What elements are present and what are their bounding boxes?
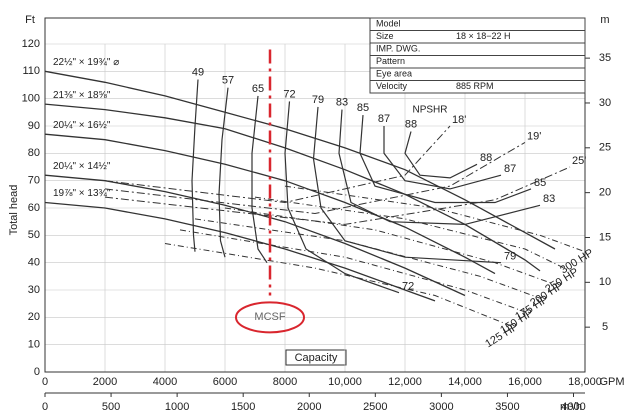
plot-frame: [44, 17, 586, 373]
npshr-label: NPSHR: [412, 105, 447, 116]
hp-curve: [194, 218, 541, 299]
y2-tick-label: 35: [599, 52, 611, 64]
efficiency-label: 85: [357, 102, 369, 114]
y-tick-label: 20: [28, 311, 40, 323]
npshr-value-label: 19': [527, 130, 541, 142]
npshr-curve: [104, 166, 571, 225]
x-tick-label: 6000: [213, 376, 237, 388]
efficiency-curve: [191, 79, 199, 252]
x-tick-label: 10,000: [328, 376, 362, 388]
y2-tick-label: 30: [599, 97, 611, 109]
efficiency-label: 83: [336, 97, 348, 109]
head-curve: [44, 174, 466, 297]
y-tick-label: 120: [22, 38, 40, 50]
y-tick-label: 50: [28, 229, 40, 241]
efficiency-label: 65: [252, 83, 264, 95]
y-tick-label: 60: [28, 202, 40, 214]
efficiency-curve: [359, 115, 532, 204]
head-curve-label: 19⅞" × 13¾": [53, 188, 111, 199]
table-cell: Pattern: [376, 56, 405, 66]
x2-tick-label: 1500: [231, 401, 255, 413]
efficiency-curve: [404, 131, 478, 179]
y-tick-label: 70: [28, 175, 40, 187]
y-tick-label: 0: [34, 366, 40, 378]
capacity-box: [285, 349, 347, 366]
y2-tick-label: 20: [599, 187, 611, 199]
y-tick-label: 30: [28, 284, 40, 296]
efficiency-curve: [383, 126, 502, 190]
efficiency-label: 87: [378, 113, 390, 125]
mcsf-label: MCSF: [254, 311, 285, 323]
hp-curve: [179, 229, 526, 313]
x-tick-label: 18,000: [568, 376, 602, 388]
y2-tick-label: 10: [599, 276, 611, 288]
head-curve-label: 20¼" × 16½": [53, 119, 111, 131]
mcsf-ring: [235, 301, 305, 334]
efficiency-curve: [338, 109, 541, 226]
table-cell: Eye area: [376, 69, 412, 79]
efficiency-label: 49: [192, 66, 204, 78]
efficiency-label: 57: [222, 75, 234, 87]
efficiency-label: 79: [504, 251, 516, 263]
y2-tick-label: 5: [602, 321, 608, 333]
x2-tick-label: 3500: [495, 401, 519, 413]
y-tick-label: 100: [22, 93, 40, 105]
table-cell: Size: [376, 31, 394, 41]
y-tick-label: 40: [28, 257, 40, 269]
npshr-value-label: 25': [572, 155, 586, 167]
x2-tick-label: 2500: [363, 401, 387, 413]
npshr-curve: [104, 125, 451, 204]
efficiency-curve: [312, 106, 502, 264]
y2-tick-label: 25: [599, 142, 611, 154]
x2-tick-label: 0: [42, 401, 48, 413]
hp-curve: [164, 243, 511, 326]
y2-unit: m: [600, 14, 609, 26]
efficiency-label: 85: [534, 177, 546, 189]
efficiency-curve: [251, 95, 268, 264]
x-tick-label: 4000: [153, 376, 177, 388]
efficiency-label: 87: [504, 163, 516, 175]
y-tick-label: 90: [28, 120, 40, 132]
table-cell: Velocity: [376, 81, 408, 91]
capacity-label: Capacity: [295, 352, 338, 364]
x-tick-label: 16,000: [508, 376, 542, 388]
table-cell: Model: [376, 19, 401, 29]
head-curve: [44, 103, 541, 272]
x-tick-label: 0: [42, 376, 48, 388]
head-curve-label: 21⅜" × 18⅝": [53, 90, 111, 101]
x-tick-label: 14,000: [448, 376, 482, 388]
x2-tick-label: 2000: [297, 401, 321, 413]
table-cell: 18 × 18−22 H: [456, 31, 511, 41]
table-cell: 885 RPM: [456, 81, 494, 91]
efficiency-label: 72: [283, 88, 295, 100]
x2-tick-label: 4000: [561, 401, 585, 413]
hp-curve: [224, 207, 556, 285]
x-tick-label: 8000: [273, 376, 297, 388]
head-curve: [44, 133, 496, 275]
npshr-value-label: 18': [452, 114, 466, 126]
y-unit: Ft: [25, 14, 35, 26]
hp-curve: [254, 196, 571, 272]
head-curve-label: 20¼" × 14½": [53, 160, 111, 172]
y-tick-label: 110: [22, 65, 40, 77]
x2-tick-label: 500: [102, 401, 120, 413]
y-tick-label: 80: [28, 147, 40, 159]
efficiency-label: 88: [405, 118, 417, 130]
y2-tick-label: 15: [599, 231, 611, 243]
efficiency-label: 88: [480, 152, 492, 164]
x-tick-label: 2000: [93, 376, 117, 388]
efficiency-label: 79: [312, 94, 324, 106]
x-tick-label: 12,000: [388, 376, 422, 388]
efficiency-label: 83: [543, 193, 555, 205]
table-cell: IMP. DWG.: [376, 44, 420, 54]
x2-unit: m³/h: [560, 401, 582, 413]
x-unit: GPM: [599, 376, 624, 388]
x2-tick-label: 1000: [165, 401, 189, 413]
x2-tick-label: 3000: [429, 401, 453, 413]
y-axis-title: Total head: [8, 185, 20, 236]
head-curve-label: 22½" × 19¾" ⌀: [53, 57, 119, 68]
y-tick-label: 10: [28, 339, 40, 351]
